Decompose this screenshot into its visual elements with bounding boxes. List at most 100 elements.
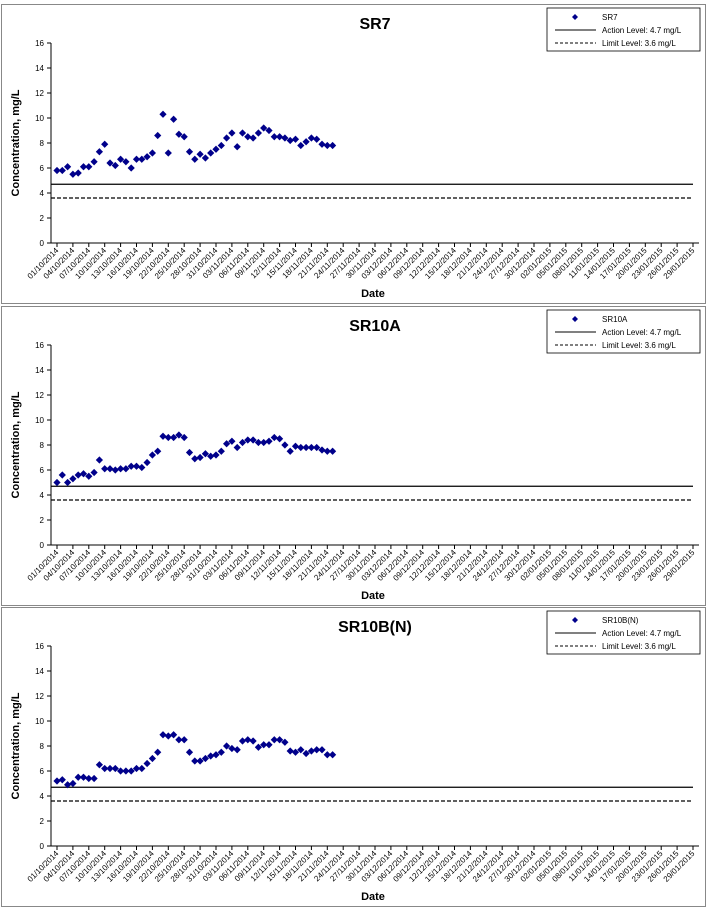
- data-point: [180, 736, 188, 744]
- x-axis-label: Date: [361, 891, 385, 903]
- y-tick-label: 12: [35, 391, 44, 400]
- data-point: [53, 478, 61, 487]
- y-tick-label: 4: [40, 491, 45, 500]
- data-point: [196, 150, 204, 158]
- data-point: [302, 749, 310, 758]
- data-point: [164, 149, 172, 157]
- data-point: [164, 732, 172, 740]
- data-point: [286, 747, 294, 755]
- data-point: [302, 443, 310, 452]
- data-point: [170, 731, 178, 739]
- chart-panel-sr10b-n-: SR10B(N) 0 2 4 6 8 10 12 14 16 01/10/2014 04/10/201…: [1, 607, 706, 907]
- chart-panel-sr10a: SR10A 0 2 4 6 8 10 12 14 16 01/10/2014 04/10/2014 07…: [1, 306, 706, 606]
- data-point: [127, 164, 135, 172]
- y-tick-label: 14: [35, 667, 44, 676]
- data-point: [111, 161, 119, 170]
- data-point: [85, 163, 93, 171]
- data-point: [228, 129, 236, 137]
- data-point: [79, 773, 88, 781]
- data-point: [95, 148, 103, 156]
- legend-marker: [572, 617, 578, 623]
- legend-label: Action Level: 4.7 mg/L: [602, 328, 682, 337]
- x-axis-label: Date: [361, 590, 385, 602]
- data-point: [180, 433, 188, 442]
- data-point: [79, 470, 88, 478]
- data-point: [143, 153, 151, 161]
- data-point: [207, 149, 215, 157]
- data-point: [53, 777, 61, 785]
- data-point: [265, 437, 273, 445]
- data-point: [58, 776, 66, 784]
- data-point: [132, 155, 141, 163]
- data-point: [297, 141, 305, 150]
- data-point: [207, 452, 215, 460]
- y-tick-label: 14: [35, 366, 44, 375]
- data-point: [212, 451, 220, 459]
- legend-label: Limit Level: 3.6 mg/L: [602, 642, 676, 651]
- data-point: [127, 767, 135, 775]
- data-point: [196, 757, 204, 765]
- legend: SR10B(N) Action Level: 4.7 mg/L Limit Leve…: [546, 610, 701, 655]
- legend-label: SR7: [602, 13, 618, 22]
- data-point: [111, 764, 119, 773]
- y-tick-label: 10: [35, 717, 44, 726]
- data-point: [281, 134, 289, 142]
- data-point: [281, 441, 289, 449]
- data-point: [143, 458, 151, 467]
- data-point: [254, 743, 262, 751]
- data-point: [228, 437, 236, 445]
- legend-label: Action Level: 4.7 mg/L: [602, 629, 682, 638]
- data-point: [138, 463, 146, 472]
- data-point: [233, 746, 241, 754]
- data-point: [217, 447, 225, 455]
- data-point: [148, 149, 156, 157]
- data-point: [159, 432, 167, 440]
- data-point: [318, 746, 326, 754]
- y-tick-label: 6: [40, 466, 45, 475]
- legend-label: SR10A: [602, 315, 628, 324]
- data-point: [228, 744, 236, 753]
- legend-marker: [572, 14, 578, 20]
- data-point: [85, 472, 93, 480]
- data-point: [238, 129, 247, 137]
- data-point: [233, 143, 241, 151]
- y-tick-label: 10: [35, 114, 44, 123]
- y-tick-label: 4: [40, 792, 45, 801]
- legend-label: Action Level: 4.7 mg/L: [602, 26, 682, 35]
- data-point: [207, 752, 215, 760]
- data-point: [260, 124, 268, 132]
- y-tick-label: 4: [40, 189, 45, 198]
- data-point: [217, 748, 225, 756]
- y-tick-label: 16: [35, 39, 44, 48]
- data-point: [201, 754, 209, 763]
- data-point: [249, 134, 257, 142]
- data-point: [185, 748, 194, 756]
- y-axis-label: Concentration, mg/L: [10, 391, 22, 498]
- data-point: [69, 475, 77, 483]
- data-point: [90, 468, 98, 477]
- data-point: [297, 443, 305, 452]
- data-point: [313, 746, 321, 754]
- data-point: [185, 448, 194, 457]
- data-point: [307, 747, 315, 755]
- data-point: [191, 757, 199, 765]
- y-tick-label: 8: [40, 139, 45, 148]
- data-point: [254, 438, 262, 447]
- data-point: [64, 478, 72, 487]
- chart-panel-sr7: SR7 0 2 4 6 8 10 12 14 16 01/10/2014 04/10/2014 07/1…: [1, 4, 706, 304]
- legend-marker: [572, 316, 578, 322]
- data-point: [69, 779, 77, 788]
- data-point: [281, 738, 289, 746]
- data-point: [138, 155, 146, 163]
- data-point: [307, 443, 315, 452]
- chart-title: SR10B(N): [338, 619, 412, 636]
- data-point: [323, 447, 331, 455]
- data-point: [212, 145, 220, 153]
- legend: SR7 Action Level: 4.7 mg/L Limit Level: 3.…: [546, 7, 701, 52]
- chart-svg: SR10A024681012141601/10/201404/10/201407…: [10, 309, 701, 602]
- data-point: [329, 141, 337, 150]
- data-point: [233, 443, 241, 452]
- data-point: [79, 163, 88, 171]
- data-point: [69, 170, 77, 178]
